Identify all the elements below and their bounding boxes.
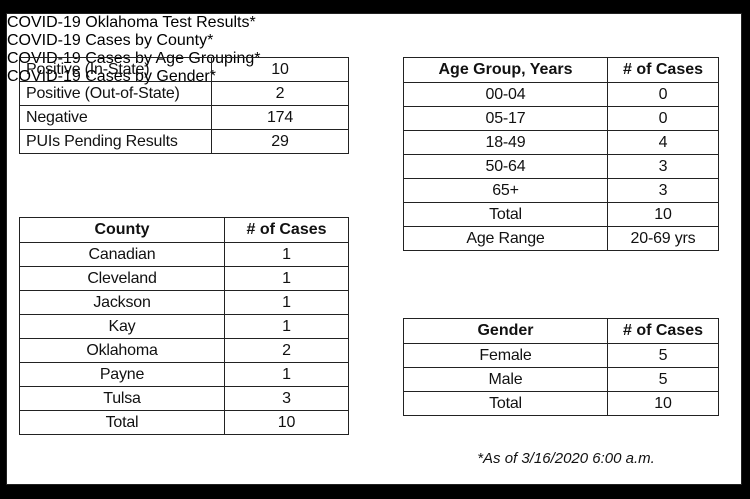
cell: 1 — [224, 266, 349, 291]
cell: Total — [403, 202, 608, 227]
cell: 10 — [224, 410, 349, 435]
cell: Cleveland — [19, 266, 225, 291]
header-cell: # of Cases — [224, 217, 349, 243]
table-title: COVID-19 Oklahoma Test Results* — [7, 14, 256, 31]
cell: 174 — [211, 105, 349, 130]
row: 00-04 0 — [403, 82, 719, 107]
row: Total 10 — [403, 391, 719, 416]
cell: 1 — [224, 362, 349, 387]
cell: 65+ — [403, 178, 608, 203]
cell: Positive (In-State) — [19, 57, 212, 82]
row: Positive (Out-of-State) 2 — [19, 81, 349, 106]
header-cell: County — [19, 217, 225, 243]
row: 50-64 3 — [403, 154, 719, 179]
cell: 0 — [607, 106, 719, 131]
table: Gender # of Cases Female 5 Male 5 Total 10 — [403, 318, 719, 416]
cell: 2 — [211, 81, 349, 106]
cell: 3 — [607, 178, 719, 203]
cell: Tulsa — [19, 386, 225, 411]
cell: PUIs Pending Results — [19, 129, 212, 154]
table: Positive (In-State) 10 Positive (Out-of-St… — [19, 57, 349, 154]
header-cell: # of Cases — [607, 57, 719, 83]
cell: 5 — [607, 343, 719, 368]
cell: Jackson — [19, 290, 225, 315]
cell: 0 — [607, 82, 719, 107]
cell: Canadian — [19, 242, 225, 267]
cell: 10 — [607, 391, 719, 416]
header-row: Age Group, Years # of Cases — [403, 57, 719, 83]
row: Age Range 20-69 yrs — [403, 226, 719, 251]
row: Positive (In-State) 10 — [19, 57, 349, 82]
row: Canadian 1 — [19, 242, 349, 267]
cell: Positive (Out-of-State) — [19, 81, 212, 106]
cell: Age Range — [403, 226, 608, 251]
cell: 10 — [211, 57, 349, 82]
header-row: County # of Cases — [19, 217, 349, 243]
cell: 5 — [607, 367, 719, 392]
cell: 3 — [224, 386, 349, 411]
row: Cleveland 1 — [19, 266, 349, 291]
header-cell: Gender — [403, 318, 608, 344]
header-cell: Age Group, Years — [403, 57, 608, 83]
table: Age Group, Years # of Cases 00-04 0 05-17 0 18… — [403, 57, 719, 251]
row: 65+ 3 — [403, 178, 719, 203]
row: Payne 1 — [19, 362, 349, 387]
table-title: COVID-19 Cases by County* — [7, 32, 214, 49]
header-cell: # of Cases — [607, 318, 719, 344]
row: Oklahoma 2 — [19, 338, 349, 363]
row: Tulsa 3 — [19, 386, 349, 411]
cell: 1 — [224, 290, 349, 315]
row: Kay 1 — [19, 314, 349, 339]
row: Jackson 1 — [19, 290, 349, 315]
cell: 50-64 — [403, 154, 608, 179]
row: Negative 174 — [19, 105, 349, 130]
row: Female 5 — [403, 343, 719, 368]
row: 05-17 0 — [403, 106, 719, 131]
panel: *As of 3/16/2020 6:00 a.m. COVID-19 Okla… — [6, 13, 742, 485]
cell: 1 — [224, 314, 349, 339]
cell: 05-17 — [403, 106, 608, 131]
cell: Payne — [19, 362, 225, 387]
header-row: Gender # of Cases — [403, 318, 719, 344]
cell: 2 — [224, 338, 349, 363]
cell: Oklahoma — [19, 338, 225, 363]
row: 18-49 4 — [403, 130, 719, 155]
footnote: *As of 3/16/2020 6:00 a.m. — [477, 450, 655, 467]
cell: 3 — [607, 154, 719, 179]
cell: Kay — [19, 314, 225, 339]
cell: Total — [19, 410, 225, 435]
cell: 18-49 — [403, 130, 608, 155]
cell: 1 — [224, 242, 349, 267]
row: Total 10 — [19, 410, 349, 435]
cell: Female — [403, 343, 608, 368]
cell: Total — [403, 391, 608, 416]
table: County # of Cases Canadian 1 Cleveland 1 Jacks… — [19, 217, 349, 435]
cell: Negative — [19, 105, 212, 130]
row: Male 5 — [403, 367, 719, 392]
row: PUIs Pending Results 29 — [19, 129, 349, 154]
cell: 00-04 — [403, 82, 608, 107]
cell: 29 — [211, 129, 349, 154]
cell: Male — [403, 367, 608, 392]
cell: 4 — [607, 130, 719, 155]
cell: 10 — [607, 202, 719, 227]
row: Total 10 — [403, 202, 719, 227]
cell: 20-69 yrs — [607, 226, 719, 251]
